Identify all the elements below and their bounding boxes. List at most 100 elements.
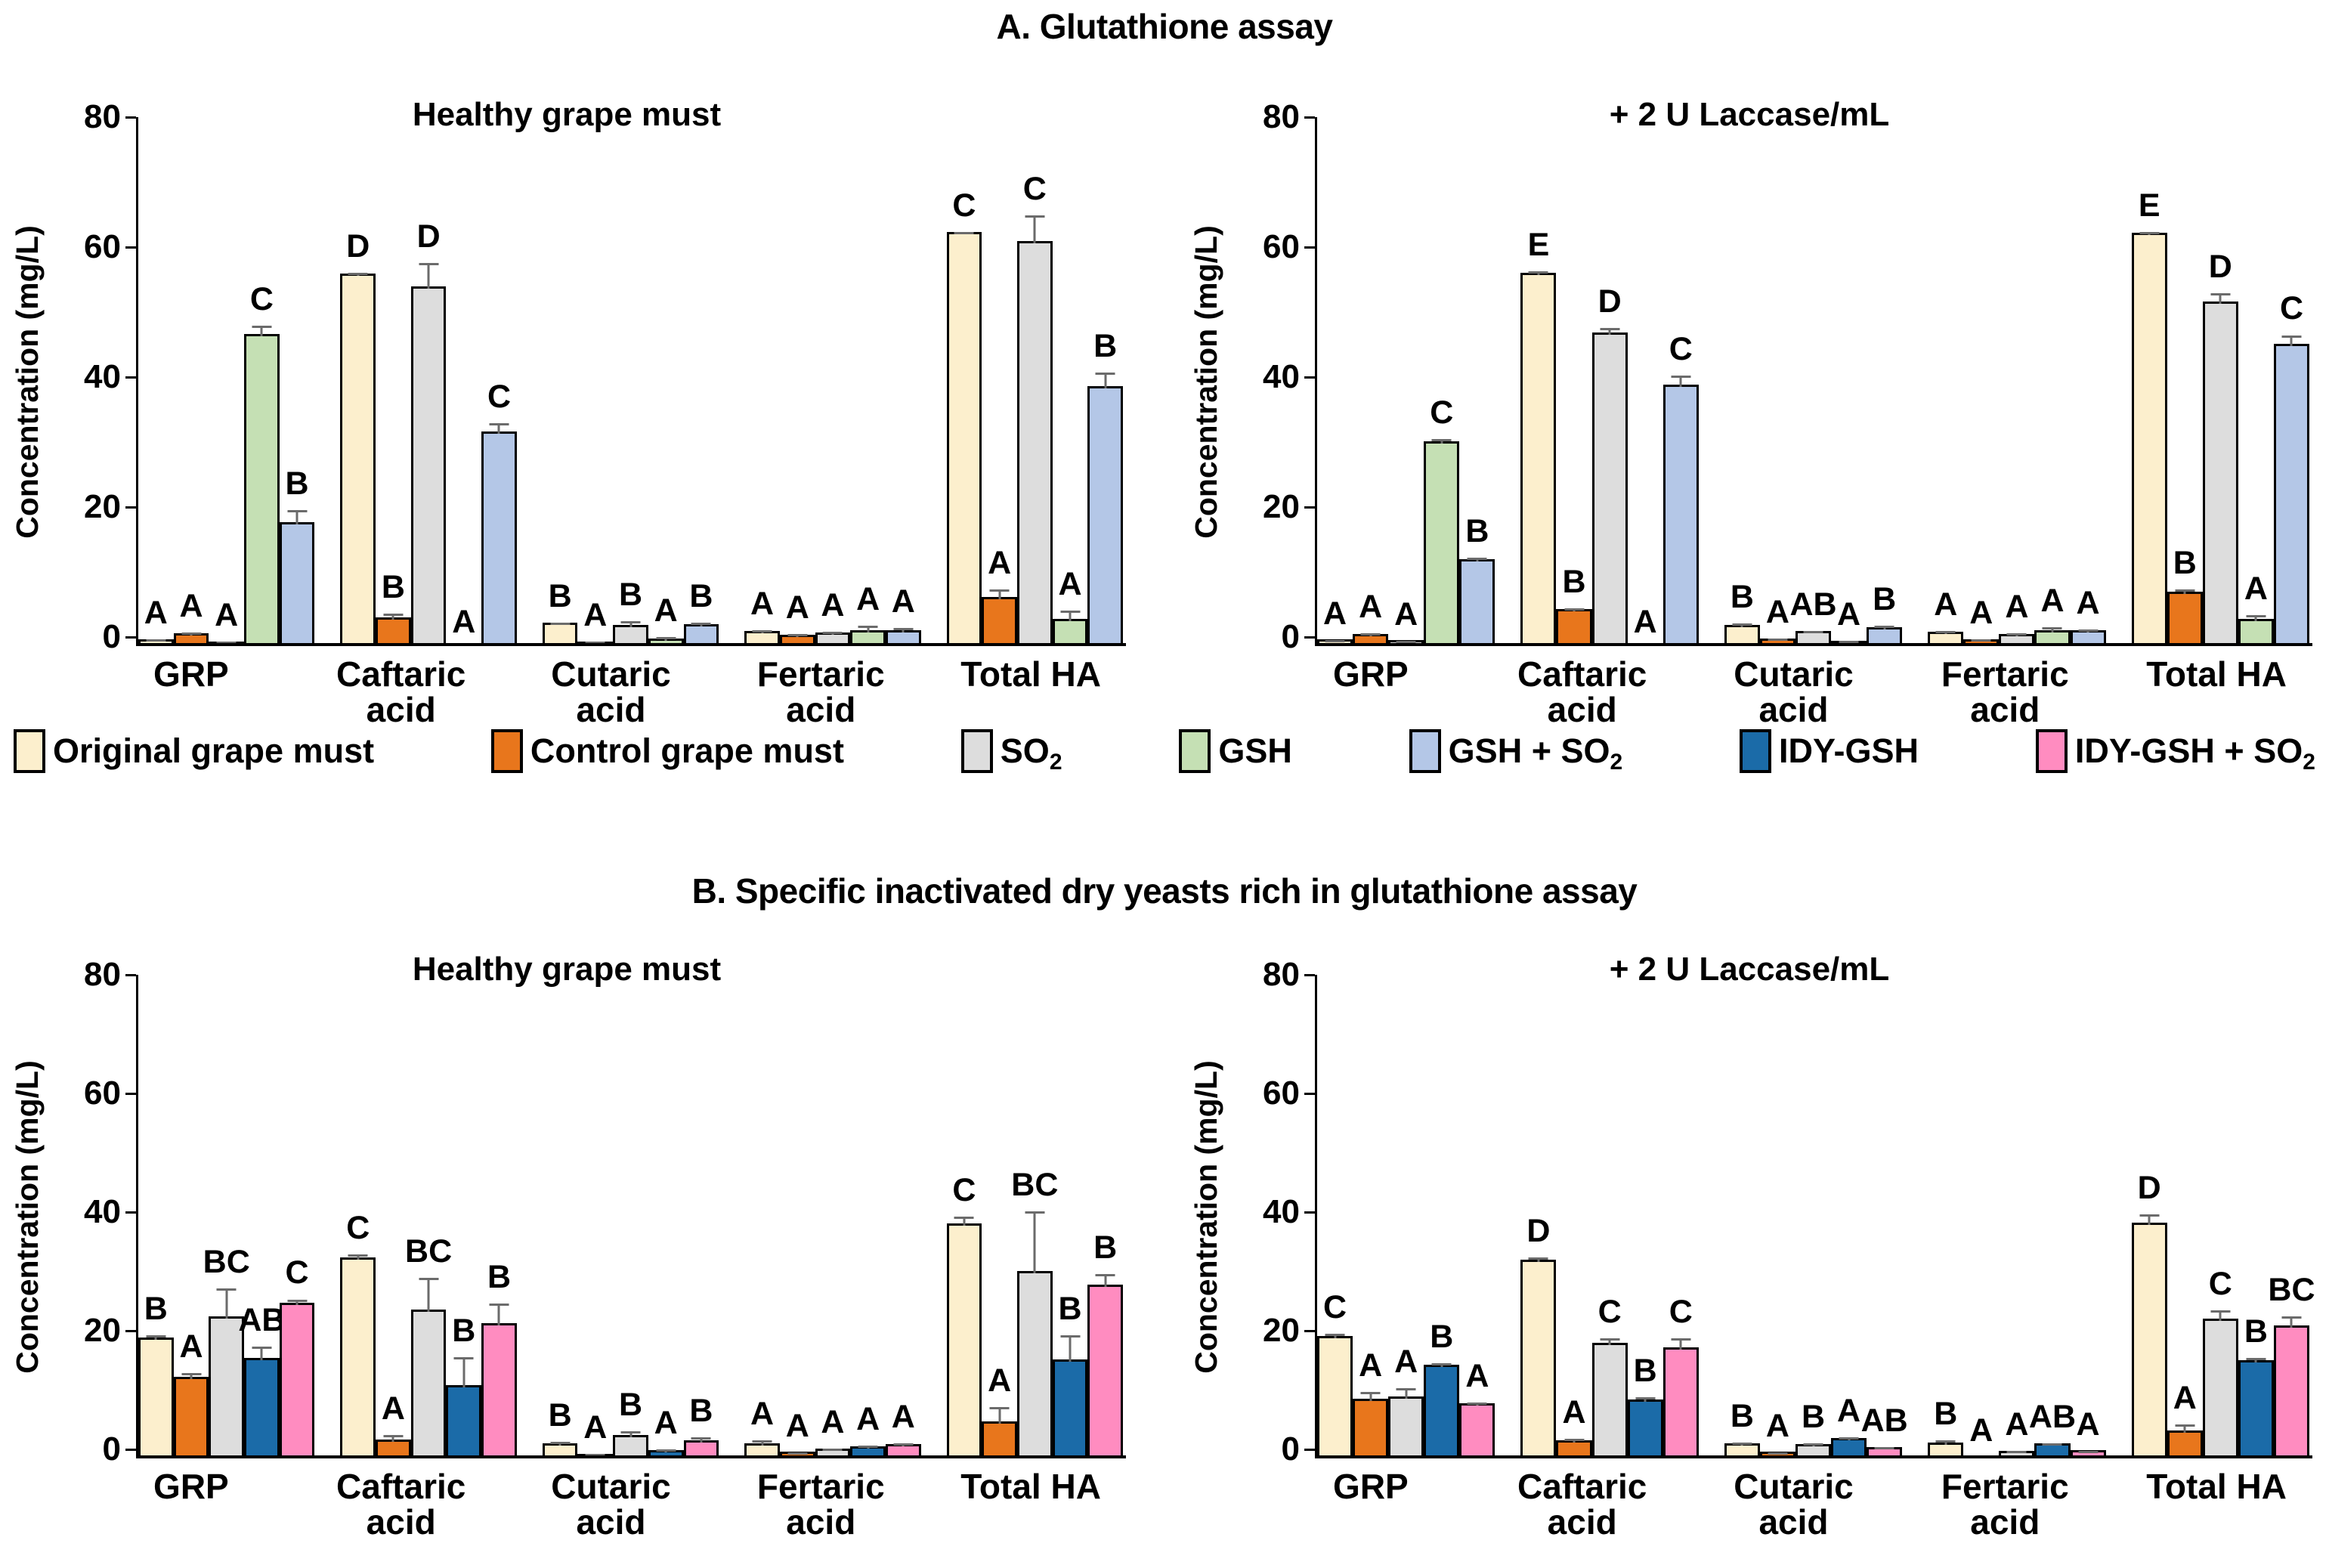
bar[interactable]: [1831, 1437, 1867, 1458]
bar[interactable]: [410, 263, 447, 646]
bar[interactable]: [244, 1346, 280, 1458]
bar[interactable]: [1556, 1438, 1592, 1458]
bar[interactable]: [1867, 625, 1903, 646]
bar[interactable]: [850, 1445, 886, 1458]
bar[interactable]: [1052, 611, 1088, 646]
bar[interactable]: [1724, 623, 1760, 646]
bar[interactable]: [613, 1430, 648, 1458]
legend-item-idy-gsh[interactable]: IDY-GSH: [1740, 729, 1919, 773]
significance-letter: B: [1730, 579, 1754, 616]
legend-item-gsh[interactable]: GSH: [1179, 729, 1292, 773]
bar[interactable]: [1424, 439, 1460, 646]
bar[interactable]: [1795, 630, 1832, 646]
bar[interactable]: [2070, 629, 2106, 646]
bar[interactable]: [1591, 1338, 1628, 1458]
bar[interactable]: [1388, 1388, 1424, 1458]
bar[interactable]: [885, 1443, 921, 1458]
bar[interactable]: [744, 1440, 780, 1458]
bar[interactable]: [138, 639, 174, 646]
bar[interactable]: [1052, 1335, 1088, 1458]
bar[interactable]: [946, 1216, 982, 1458]
bar[interactable]: [1662, 1338, 1699, 1458]
bar[interactable]: [815, 631, 851, 646]
bar[interactable]: [173, 1372, 209, 1458]
bar[interactable]: [683, 1437, 719, 1458]
bar[interactable]: [279, 509, 315, 646]
bar[interactable]: [1627, 1397, 1663, 1458]
bar[interactable]: [1556, 608, 1592, 646]
bar[interactable]: [173, 632, 209, 646]
bar[interactable]: [138, 1335, 174, 1458]
bar[interactable]: [1928, 630, 1964, 646]
legend-item-gsh-so2[interactable]: GSH + SO2: [1409, 729, 1622, 775]
bar[interactable]: [1591, 328, 1628, 646]
bar[interactable]: [2034, 1443, 2071, 1458]
bar[interactable]: [2273, 335, 2310, 646]
bar[interactable]: [1759, 638, 1795, 646]
bar[interactable]: [885, 628, 921, 646]
bar[interactable]: [2034, 627, 2071, 646]
bar[interactable]: [1662, 375, 1699, 646]
legend-item-idy-gsh-so2[interactable]: IDY-GSH + SO2: [2035, 729, 2315, 775]
bar[interactable]: [279, 1299, 315, 1458]
bar[interactable]: [1459, 1403, 1495, 1458]
bar[interactable]: [481, 1304, 517, 1458]
legend-item-control-grape-must[interactable]: Control grape must: [490, 729, 844, 773]
bar[interactable]: [850, 625, 886, 646]
bar[interactable]: [946, 231, 982, 646]
bar[interactable]: [1317, 1334, 1353, 1458]
bar[interactable]: [446, 1356, 482, 1458]
bar[interactable]: [209, 1288, 245, 1458]
bar[interactable]: [683, 623, 719, 646]
bar[interactable]: [2167, 1424, 2203, 1458]
bar-slot: E: [1520, 117, 1557, 646]
bar[interactable]: [542, 1441, 578, 1458]
error-bar: [1768, 1452, 1788, 1455]
bar[interactable]: [1016, 1211, 1053, 1458]
bar[interactable]: [1459, 558, 1495, 646]
bar[interactable]: [1795, 1443, 1832, 1458]
bar[interactable]: [2070, 1450, 2106, 1458]
bar[interactable]: [2202, 1310, 2238, 1458]
bar[interactable]: [1087, 1273, 1124, 1458]
bar[interactable]: [1353, 633, 1389, 646]
significance-letter: B: [1730, 1398, 1754, 1435]
legend-item-so2[interactable]: SO2: [960, 729, 1062, 775]
bar[interactable]: [244, 326, 280, 646]
bar[interactable]: [340, 1254, 376, 1458]
bar[interactable]: [410, 1278, 447, 1458]
bar[interactable]: [2167, 589, 2203, 646]
bar[interactable]: [2238, 1358, 2274, 1458]
legend-item-original-grape-must[interactable]: Original grape must: [14, 729, 374, 773]
bar[interactable]: [542, 622, 578, 646]
bar[interactable]: [1928, 1440, 1964, 1458]
bar[interactable]: [1999, 633, 2035, 646]
bar[interactable]: [1759, 1452, 1795, 1458]
bar[interactable]: [982, 1406, 1017, 1458]
bar[interactable]: [1520, 271, 1557, 646]
bar[interactable]: [1963, 639, 2000, 646]
bar[interactable]: [648, 637, 684, 646]
bar[interactable]: [613, 620, 648, 646]
bar[interactable]: [1016, 215, 1053, 646]
bar[interactable]: [481, 422, 517, 646]
bar[interactable]: [376, 1435, 411, 1458]
bar[interactable]: [982, 589, 1017, 646]
bar[interactable]: [1087, 373, 1124, 646]
bar[interactable]: [2273, 1316, 2310, 1458]
bar[interactable]: [1520, 1257, 1557, 1458]
bar[interactable]: [1724, 1443, 1760, 1458]
bar[interactable]: [744, 629, 780, 646]
bar[interactable]: [2202, 293, 2238, 646]
bar[interactable]: [1999, 1450, 2035, 1458]
bar[interactable]: [1317, 639, 1353, 646]
bar[interactable]: [648, 1449, 684, 1458]
bar[interactable]: [340, 272, 376, 646]
bar[interactable]: [1424, 1363, 1460, 1458]
bar[interactable]: [376, 614, 411, 646]
bar[interactable]: [2238, 615, 2274, 646]
bar[interactable]: [2131, 1214, 2167, 1458]
bar[interactable]: [1353, 1391, 1389, 1458]
bar[interactable]: [779, 1452, 815, 1458]
bar[interactable]: [2131, 231, 2167, 646]
